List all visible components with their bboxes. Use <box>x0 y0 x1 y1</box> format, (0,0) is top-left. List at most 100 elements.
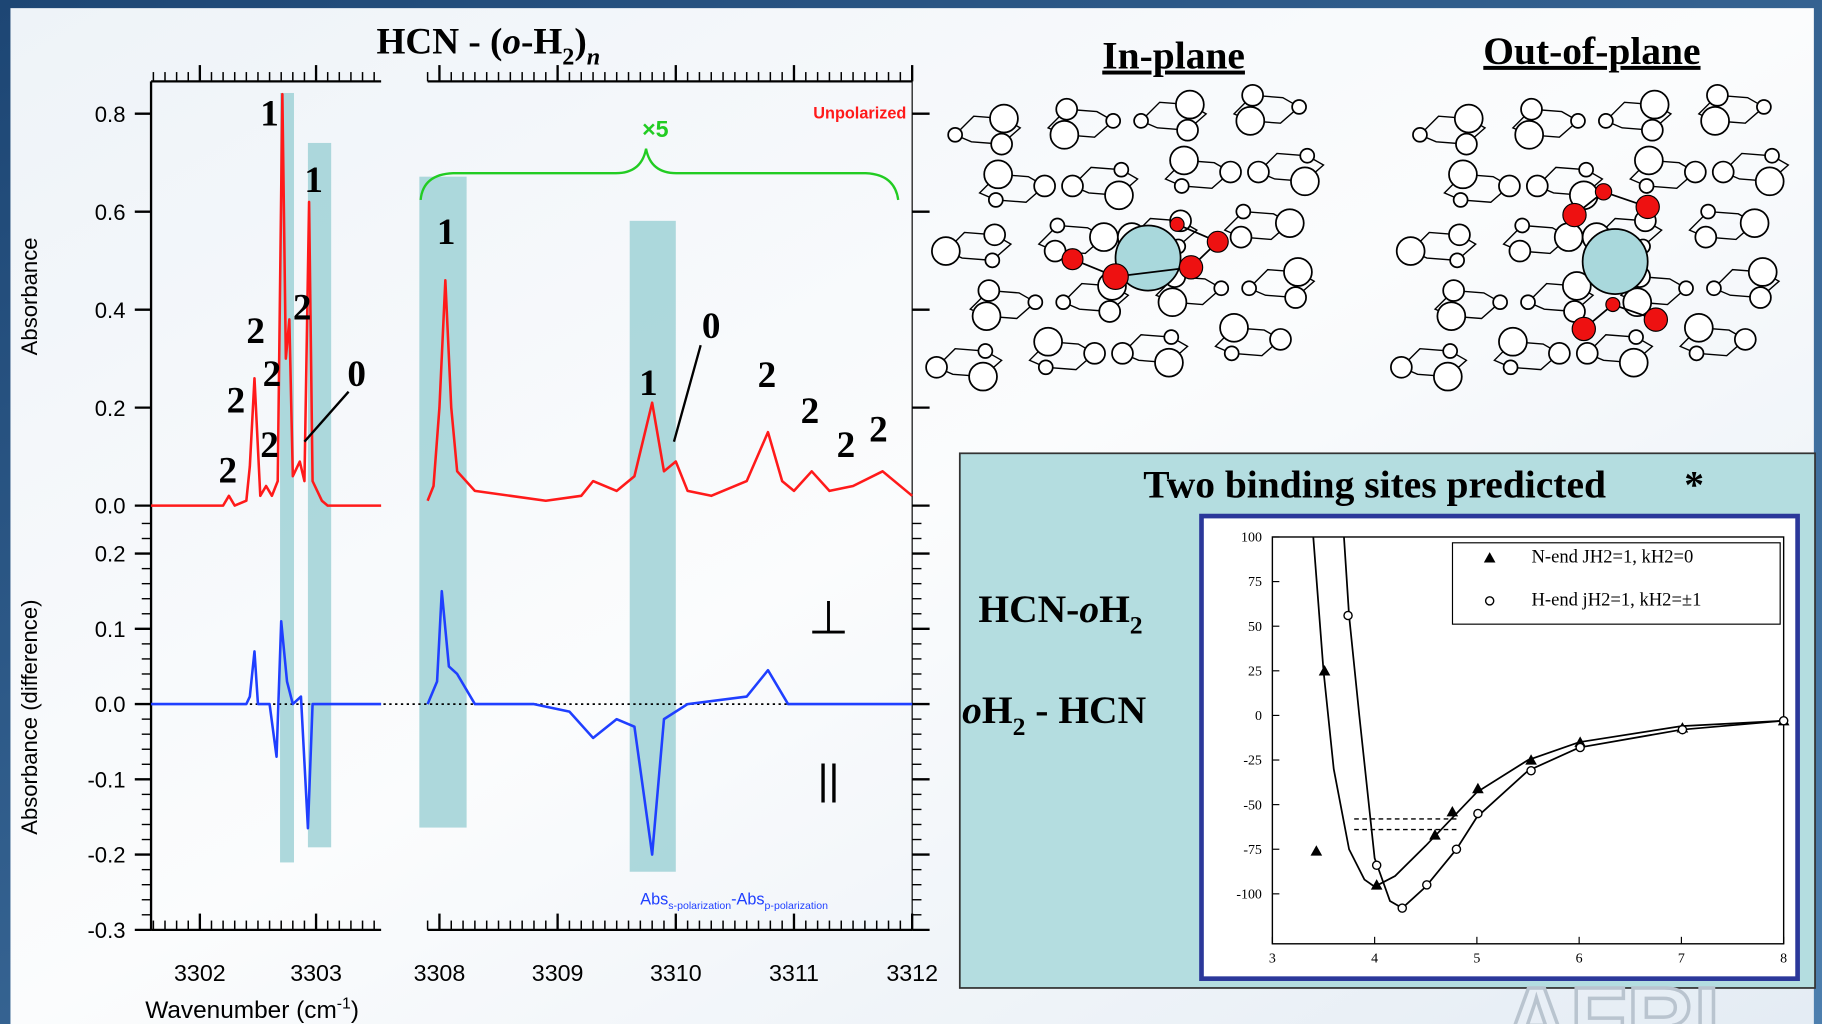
in-plane-heading: In-plane <box>1102 34 1245 78</box>
lattice-atom <box>1641 118 1664 142</box>
ortho-h2 <box>1594 183 1613 201</box>
marker-circle <box>1422 880 1432 890</box>
lattice-atom <box>1098 300 1122 323</box>
lattice-atom <box>1575 342 1599 365</box>
marker-triangle <box>1472 782 1484 794</box>
lattice-atom <box>1706 280 1722 297</box>
legend-entry: Unpolarized <box>813 105 906 123</box>
complex-label-part: H <box>1099 587 1130 631</box>
lattice-atom <box>1436 301 1467 331</box>
peak-label: 1 <box>260 94 279 135</box>
lattice-atom <box>1173 178 1190 194</box>
y-tick-label: 100 <box>1241 531 1262 546</box>
lattice-atom <box>1241 280 1257 297</box>
peak-label: 1 <box>304 160 323 201</box>
marker-circle <box>1484 596 1495 606</box>
complex-label-part: o <box>1079 587 1099 631</box>
lattice-atom <box>1284 286 1307 309</box>
x-tick-label: 3311 <box>769 960 819 986</box>
highlight-band <box>629 220 676 872</box>
x-tick-label: 3308 <box>414 960 466 986</box>
lattice-atom <box>1688 345 1705 362</box>
scale-label: ×5 <box>642 116 669 142</box>
marker-triangle <box>1318 664 1331 676</box>
y-tick-label: -75 <box>1243 843 1262 858</box>
lattice-atom <box>1061 174 1084 198</box>
x-tick-label: 3302 <box>174 960 226 986</box>
lattice-ring <box>1400 347 1468 378</box>
lattice-atom <box>1514 120 1544 150</box>
chart-title-part: 2 <box>562 44 574 71</box>
peak-label: 2 <box>869 410 888 451</box>
y-axis-label: Absorbance (difference) <box>17 600 42 835</box>
x-axis-label-part: ) <box>351 997 359 1024</box>
lattice-atom <box>1274 208 1305 238</box>
lattice-atom <box>1678 280 1694 297</box>
lattice-atom <box>1749 286 1772 309</box>
lattice-atom <box>1037 359 1054 376</box>
ortho-h2 <box>1562 202 1587 228</box>
lattice-atom <box>1548 342 1571 365</box>
y-tick-label: 0.0 <box>95 692 126 717</box>
x-tick-label: 3303 <box>290 960 342 986</box>
lattice-ring <box>1409 231 1477 262</box>
ortho-h2 <box>1605 296 1621 313</box>
out-of-plane-heading: Out-of-plane <box>1483 29 1700 73</box>
lattice-ring <box>1722 152 1790 183</box>
peak-label: 0 <box>347 354 366 395</box>
y-tick-label: 0.2 <box>95 542 126 567</box>
lattice-atom <box>1520 294 1536 311</box>
lattice-atom <box>1700 203 1716 220</box>
lattice-atom <box>1105 113 1122 129</box>
lattice-ring <box>1247 268 1316 299</box>
lattice-atom <box>1175 89 1205 120</box>
peak-label: 2 <box>260 425 279 466</box>
x-tick-label: 3310 <box>650 960 702 986</box>
lattice-atom <box>1033 326 1063 357</box>
legend-entry: N-end JH2=1, kH2=0 <box>1532 547 1694 568</box>
lattice-atom <box>1684 160 1707 184</box>
y-tick-label: -100 <box>1236 887 1262 902</box>
lattice-atom <box>1049 217 1066 234</box>
lattice-atom <box>1639 89 1670 120</box>
marker-circle <box>1778 716 1789 726</box>
lattice-atom <box>1508 239 1532 263</box>
ortho-h2 <box>1169 216 1185 232</box>
lattice-atom <box>1033 174 1056 198</box>
lattice-atom <box>977 343 994 359</box>
spectrum-line <box>151 589 913 856</box>
peak-label: 0 <box>702 306 721 347</box>
lattice-atom <box>990 132 1013 156</box>
lattice-ring <box>944 231 1013 262</box>
leader-line <box>672 344 702 442</box>
lattice-atom <box>968 361 998 392</box>
lattice-atom <box>1706 83 1729 107</box>
lattice-atom <box>1395 236 1426 266</box>
x-axis-label-part: Wavenumber (cm <box>145 997 337 1024</box>
lattice-atom <box>987 192 1004 208</box>
difference-label-part: p-polarization <box>765 900 829 912</box>
lattice-atom <box>1111 342 1134 365</box>
spectrum-line <box>151 92 913 507</box>
lattice-atom <box>1638 178 1655 194</box>
plot-area <box>1271 536 1785 945</box>
marker-triangle <box>1310 845 1323 856</box>
marker-triangle <box>1370 879 1383 890</box>
y-tick-label: 0.0 <box>95 494 126 519</box>
lattice-atom <box>1055 97 1079 121</box>
chart-title-part: -H <box>521 21 562 62</box>
difference-label-part: Abs <box>640 890 668 908</box>
ortho-h2 <box>1102 263 1129 290</box>
y-tick-label: 50 <box>1248 620 1262 635</box>
peak-label: 2 <box>218 450 237 491</box>
lattice-atom <box>1622 287 1653 318</box>
x-tick-label: 4 <box>1371 951 1378 966</box>
peak-label: 2 <box>801 391 820 432</box>
lattice-atom <box>1213 280 1230 297</box>
complex-label-part: 2 <box>1130 611 1143 640</box>
guest-molecule <box>1581 228 1649 295</box>
marker-circle <box>1473 808 1483 819</box>
complex-label-part: 2 <box>1013 712 1026 741</box>
lattice-atom <box>1157 287 1188 318</box>
